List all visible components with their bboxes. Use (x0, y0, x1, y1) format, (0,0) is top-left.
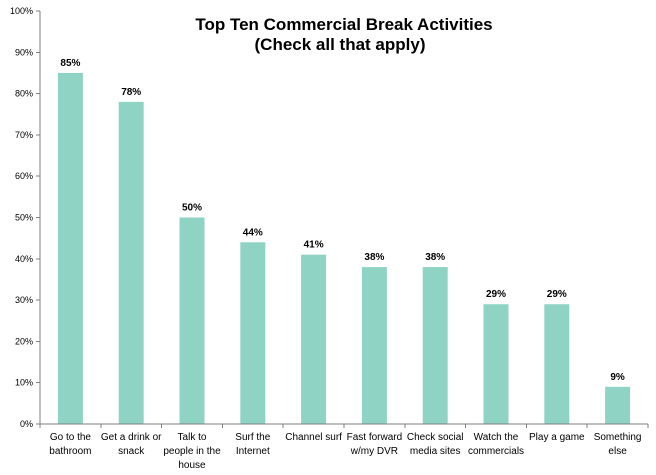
x-tick-label-line: media sites (410, 446, 461, 457)
data-labels: 85% 78% 50% 44% 41% 38% 38% 29% 29% 9% (60, 58, 625, 383)
bar (179, 217, 205, 424)
y-tick-label: 70% (15, 130, 33, 140)
data-label: 44% (243, 227, 263, 238)
y-tick-label: 20% (15, 336, 33, 346)
y-tick-label: 40% (15, 254, 33, 264)
x-tick-label: Surf the Internet (235, 432, 270, 457)
bar (57, 72, 83, 424)
x-tick-label-line: snack (118, 446, 145, 457)
x-tick-label: Check social media sites (407, 432, 464, 457)
data-label: 85% (60, 58, 80, 69)
data-label: 78% (121, 87, 141, 98)
y-tick-label: 100% (10, 6, 33, 16)
y-tick-label: 10% (15, 378, 33, 388)
chart-title-line-2: (Check all that apply) (255, 35, 426, 54)
x-tick-label: Channel surf (285, 432, 342, 443)
y-tick-label: 80% (15, 89, 33, 99)
x-tick-label-line: w/my DVR (350, 446, 398, 457)
x-tick-label: Something else (594, 432, 642, 457)
x-tick-label: Watch the commercials (468, 432, 524, 457)
x-tick-label-line: Surf the (235, 432, 270, 443)
x-tick-label-line: Go to the (50, 432, 92, 443)
bar (118, 101, 144, 425)
x-tick-label: Talk to people in the house (163, 432, 221, 471)
x-tick-label-line: bathroom (49, 446, 91, 457)
bar (301, 254, 327, 424)
bars (57, 72, 631, 425)
data-label: 29% (486, 289, 506, 300)
x-tick-label-line: Check social (407, 432, 464, 443)
x-tick-label-line: commercials (468, 446, 524, 457)
data-label: 50% (182, 203, 202, 214)
data-label: 9% (610, 372, 625, 383)
bar (422, 267, 448, 424)
x-tick-label-line: else (608, 446, 627, 457)
y-tick-label: 90% (15, 47, 33, 57)
x-tick-label-line: Fast forward (347, 432, 403, 443)
x-axis-ticks: Go to the bathroom Get a drink or snack Talk… (39, 424, 649, 471)
x-tick-label-line: people in the (163, 446, 221, 457)
x-tick-label-line: Get a drink or (101, 432, 162, 443)
x-tick-label: Go to the bathroom (49, 432, 91, 457)
x-tick-label-line: Something (594, 432, 642, 443)
x-tick-label-line: house (178, 460, 206, 471)
x-tick-label: Get a drink or snack (101, 432, 162, 457)
x-tick-label: Fast forward w/my DVR (347, 432, 403, 457)
x-tick-label-line: Channel surf (285, 432, 342, 443)
chart-title-line-1: Top Ten Commercial Break Activities (195, 15, 492, 34)
y-tick-label: 50% (15, 213, 33, 223)
x-tick-label: Play a game (529, 432, 585, 443)
data-label: 38% (364, 252, 384, 263)
data-label: 38% (425, 252, 445, 263)
data-label: 29% (547, 289, 567, 300)
x-tick-label-line: Talk to (178, 432, 207, 443)
bar (361, 267, 387, 424)
bar (483, 304, 509, 424)
x-tick-label-line: Watch the (474, 432, 519, 443)
data-label: 41% (304, 240, 324, 251)
y-tick-label: 30% (15, 295, 33, 305)
bar (240, 242, 266, 424)
x-tick-label-line: Play a game (529, 432, 585, 443)
bar (544, 304, 570, 424)
bar (605, 386, 631, 424)
y-axis-ticks: 0% 10% 20% 30% 40% 50% 60% 70% 80% 90% 100% (10, 6, 40, 429)
y-tick-label: 0% (20, 419, 33, 429)
y-tick-label: 60% (15, 171, 33, 181)
x-tick-label-line: Internet (236, 446, 270, 457)
